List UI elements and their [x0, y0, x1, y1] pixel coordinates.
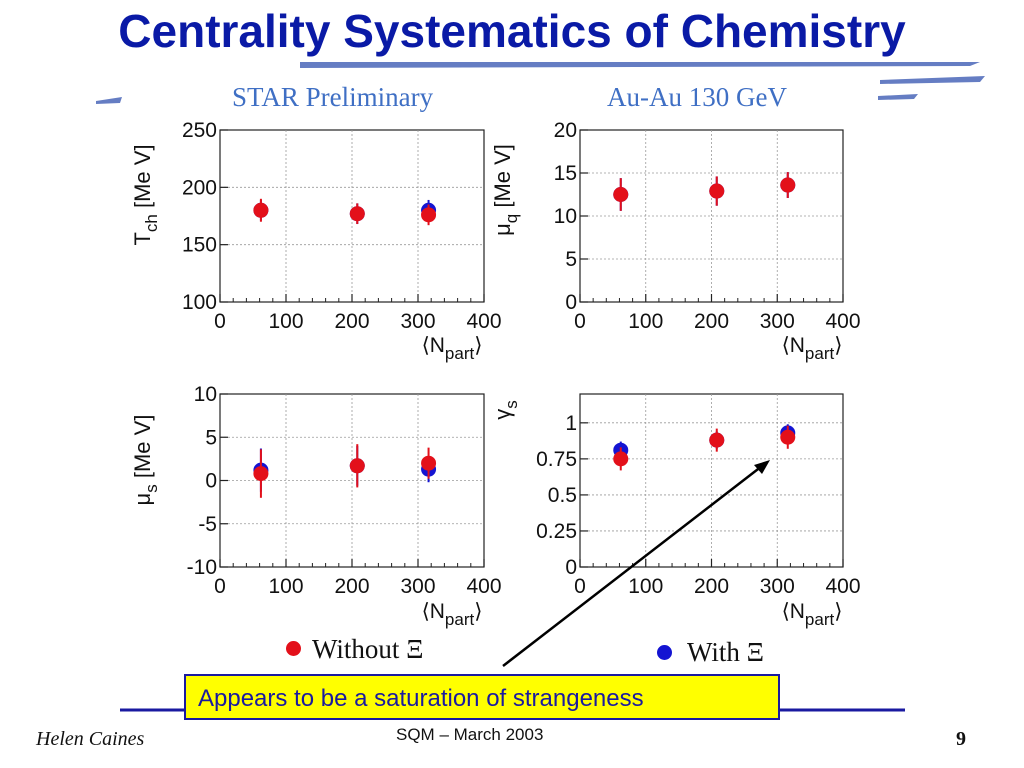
- x-tick-label: 200: [694, 575, 729, 598]
- y-tick-label: 0.25: [536, 520, 577, 543]
- x-tick-label: 300: [760, 575, 795, 598]
- x-tick-label: 100: [268, 575, 303, 598]
- x-tick-label: 400: [825, 575, 860, 598]
- x-axis-label: ⟨Npart⟩: [422, 334, 483, 363]
- x-tick-label: 400: [466, 310, 501, 333]
- x-tick-label: 300: [400, 310, 435, 333]
- y-tick-label: 1: [565, 412, 577, 435]
- data-point: [253, 466, 269, 482]
- y-tick-label: 0.5: [548, 484, 577, 507]
- y-tick-label: 0.75: [536, 448, 577, 471]
- x-tick-label: 100: [628, 575, 663, 598]
- y-tick-label: 15: [554, 162, 577, 185]
- x-tick-label: 400: [825, 310, 860, 333]
- page-number: 9: [956, 728, 966, 750]
- x-tick-label: 0: [574, 310, 586, 333]
- data-point: [613, 451, 629, 467]
- x-tick-label: 300: [760, 310, 795, 333]
- legend-label-with-xi: With Ξ: [687, 637, 765, 667]
- x-axis-label: ⟨Npart⟩: [782, 334, 843, 363]
- data-point: [421, 207, 437, 223]
- y-tick-label: 20: [554, 119, 577, 142]
- x-tick-label: 0: [214, 575, 226, 598]
- data-point: [349, 458, 365, 474]
- legend-label-without-xi: Without Ξ: [312, 634, 424, 664]
- data-point: [613, 187, 629, 202]
- y-axis-label: Tch [Me V]: [130, 144, 161, 245]
- x-tick-label: 200: [694, 310, 729, 333]
- chart-panel-4: 0 100 200 300 400 0 0.25 0.5 0.75 1 γs ⟨Npart⟩: [490, 393, 861, 629]
- y-tick-label: 5: [205, 426, 217, 449]
- callout-box: Appears to be a saturation of strangenes…: [184, 674, 780, 720]
- data-point: [709, 183, 725, 199]
- y-tick-label: 0: [565, 556, 577, 579]
- x-tick-label: 0: [574, 575, 586, 598]
- y-tick-label: 250: [182, 119, 217, 142]
- x-tick-label: 100: [268, 310, 303, 333]
- footer-author: Helen Caines: [36, 728, 145, 750]
- x-tick-label: 200: [334, 310, 369, 333]
- y-tick-label: 100: [182, 291, 217, 314]
- header-collision-system: Au-Au 130 GeV: [607, 82, 787, 112]
- x-tick-label: 100: [628, 310, 663, 333]
- legend-marker-with-xi: [657, 645, 672, 660]
- y-axis-label: μq [Me V]: [490, 144, 521, 236]
- chart-panel-3: 0 100 200 300 400 -10 -5 0 5 10 μs [Me V] ⟨Npart⟩: [130, 383, 502, 629]
- slide-title: Centrality Systematics of Chemistry: [118, 5, 906, 57]
- y-axis-label: γs: [490, 400, 521, 420]
- x-tick-label: 400: [466, 575, 501, 598]
- y-tick-label: 0: [565, 291, 577, 314]
- chart-panel-2: 0 100 200 300 400 0 5 10 15 20 μq [Me V] ⟨Npart⟩: [490, 119, 861, 363]
- footer-event: SQM – March 2003: [396, 725, 544, 744]
- annotation-arrow-head: [754, 460, 770, 474]
- y-tick-label: 200: [182, 176, 217, 199]
- x-axis-label: ⟨Npart⟩: [422, 600, 483, 629]
- y-tick-label: 5: [565, 248, 577, 271]
- data-point: [253, 202, 269, 218]
- y-tick-label: 10: [194, 383, 217, 406]
- data-point: [349, 206, 365, 222]
- y-tick-label: 150: [182, 234, 217, 257]
- legend-marker-without-xi: [286, 641, 301, 656]
- y-tick-label: -5: [198, 513, 217, 536]
- x-tick-label: 200: [334, 575, 369, 598]
- header-star-preliminary: STAR Preliminary: [232, 82, 434, 112]
- x-tick-label: 300: [400, 575, 435, 598]
- x-tick-label: 0: [214, 310, 226, 333]
- y-tick-label: 0: [205, 470, 217, 493]
- y-tick-label: -10: [187, 556, 217, 579]
- data-point: [780, 429, 796, 445]
- y-tick-label: 10: [554, 205, 577, 228]
- annotation-arrow-line: [502, 465, 763, 667]
- y-axis-label: μs [Me V]: [130, 415, 161, 506]
- data-point: [780, 177, 796, 193]
- data-point: [709, 432, 725, 448]
- data-point: [421, 455, 437, 471]
- x-axis-label: ⟨Npart⟩: [782, 600, 843, 629]
